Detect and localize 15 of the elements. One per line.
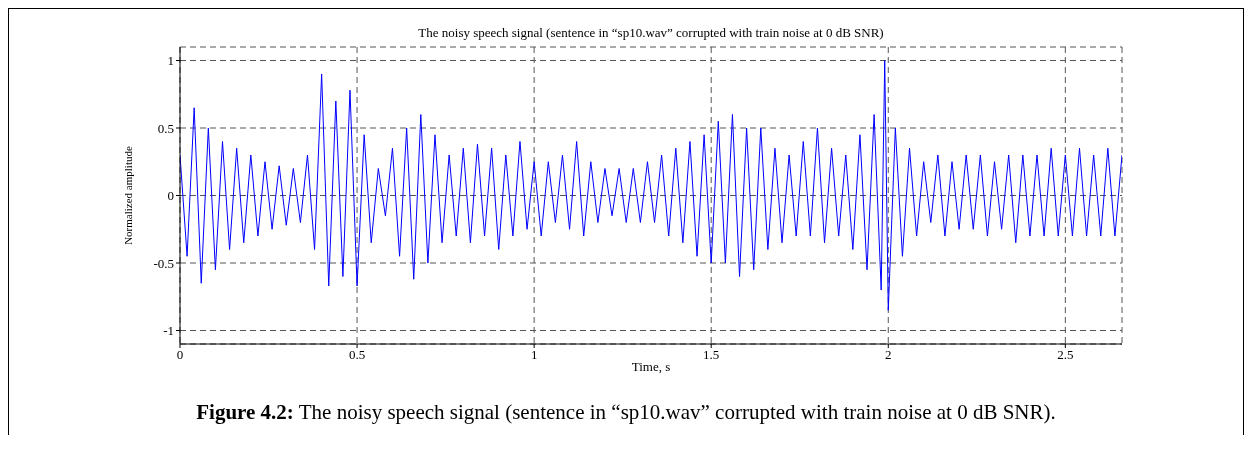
x-tick-label: 2	[885, 347, 892, 363]
y-axis-title: Normalized amplitude	[121, 146, 134, 245]
x-axis-title: Time, s	[631, 359, 671, 374]
line-series	[180, 60, 1122, 311]
y-tick-label: -0.5	[153, 255, 174, 271]
caption: Figure 4.2: The noisy speech signal (sentence in “sp10.wav” corrupted with train noise at 0 dB SNR).	[195, 399, 1057, 425]
y-tick-label: 0	[167, 188, 174, 204]
x-tick-label: 1.5	[703, 347, 720, 363]
chart-title: The noisy speech signal (sentence in “sp10.wav” corrupted with train noise at 0 dB SNR)	[417, 25, 885, 41]
y-tick-label: 1	[167, 53, 174, 69]
x-tick-label: 0.5	[348, 347, 366, 363]
x-tick-label: 1	[530, 347, 538, 363]
y-tick-label: 0.5	[157, 120, 174, 136]
y-tick-label: -1	[163, 323, 174, 339]
x-tick-label: 2.5	[1057, 347, 1074, 363]
